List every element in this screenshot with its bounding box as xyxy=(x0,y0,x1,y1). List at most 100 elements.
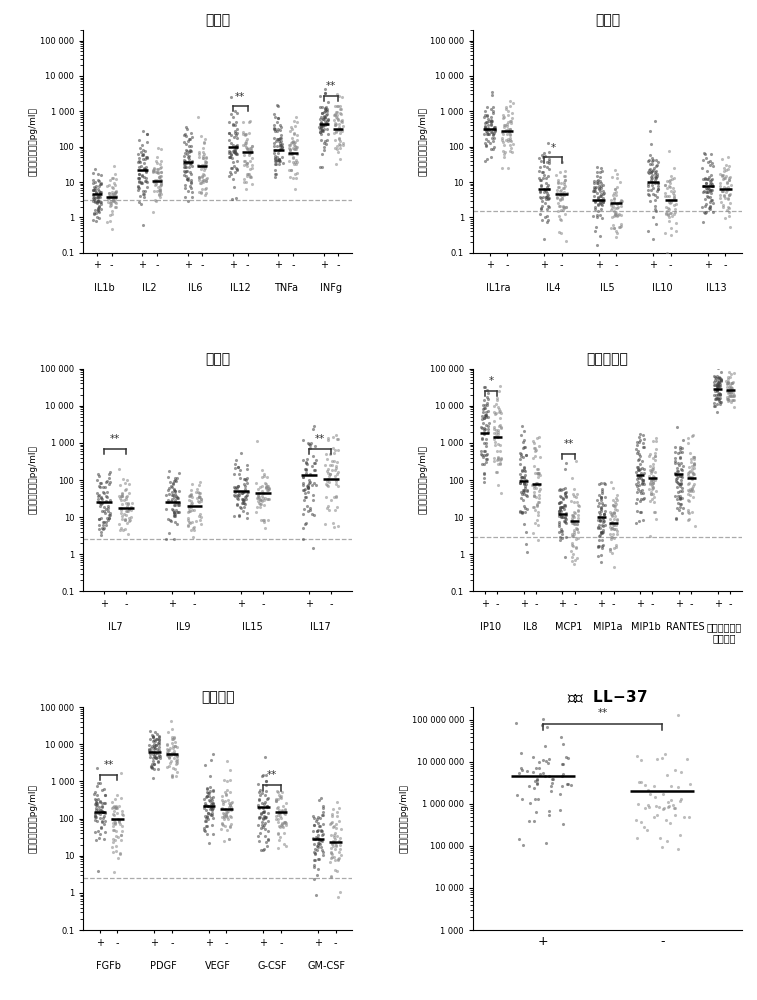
Point xyxy=(316,122,328,138)
Point xyxy=(557,481,569,497)
Text: IL12: IL12 xyxy=(230,283,251,293)
Point xyxy=(704,194,716,210)
Text: MIP1a: MIP1a xyxy=(593,622,622,632)
Point xyxy=(96,799,108,815)
Point xyxy=(98,831,111,847)
Point xyxy=(494,485,506,501)
Point xyxy=(185,493,197,509)
Point xyxy=(273,789,285,805)
Point xyxy=(531,475,544,491)
Point xyxy=(110,183,122,199)
Point xyxy=(229,145,241,161)
Point xyxy=(701,181,713,197)
Point xyxy=(269,142,281,158)
Point xyxy=(147,163,159,179)
Point xyxy=(588,201,600,217)
Point xyxy=(121,488,133,504)
Point xyxy=(595,201,607,217)
Point xyxy=(722,369,734,385)
Point xyxy=(531,497,544,513)
Point xyxy=(674,827,686,843)
Point xyxy=(273,153,285,169)
Point xyxy=(609,498,621,514)
Point xyxy=(491,464,503,480)
Point xyxy=(198,134,210,150)
Point xyxy=(650,511,662,527)
Point xyxy=(148,738,160,754)
Point xyxy=(253,784,265,800)
Point xyxy=(481,451,493,467)
Text: IL6: IL6 xyxy=(188,283,202,293)
Point xyxy=(533,163,545,179)
Point xyxy=(706,155,718,171)
Point xyxy=(139,170,151,186)
Point xyxy=(674,478,686,494)
Point xyxy=(685,483,697,499)
Point xyxy=(279,836,291,852)
Point xyxy=(108,864,120,880)
Point xyxy=(722,391,734,407)
Point xyxy=(144,723,156,739)
Point xyxy=(154,750,166,766)
Point xyxy=(160,736,173,752)
Point xyxy=(631,471,643,487)
Point xyxy=(94,775,106,791)
Point xyxy=(611,492,623,508)
Point xyxy=(261,791,273,807)
Point xyxy=(561,185,573,201)
Point xyxy=(608,504,620,520)
Point xyxy=(132,174,145,190)
Point xyxy=(569,481,581,497)
Point xyxy=(481,126,494,142)
Point xyxy=(285,134,298,150)
Point xyxy=(568,526,580,542)
Point xyxy=(669,800,681,816)
Point xyxy=(651,189,663,205)
Point xyxy=(535,153,547,169)
Point xyxy=(644,475,656,491)
Point xyxy=(530,475,542,491)
Point xyxy=(523,813,535,829)
Point xyxy=(149,733,161,749)
Point xyxy=(206,801,218,817)
Point xyxy=(97,484,109,500)
Point xyxy=(89,808,101,824)
Point xyxy=(101,517,113,533)
Point xyxy=(675,476,687,492)
Point xyxy=(702,181,715,197)
Point xyxy=(554,191,566,207)
Point xyxy=(631,434,643,450)
Point xyxy=(199,813,211,829)
Point xyxy=(141,126,153,142)
Point xyxy=(198,791,210,807)
Point xyxy=(478,443,491,459)
Point xyxy=(235,500,247,516)
Point xyxy=(481,107,494,123)
Point xyxy=(328,453,340,469)
Point xyxy=(96,795,108,811)
Point xyxy=(682,486,694,502)
Point xyxy=(221,809,233,825)
Point xyxy=(97,804,109,820)
Point xyxy=(257,485,269,501)
Point xyxy=(312,827,324,843)
Point xyxy=(320,473,332,489)
Point xyxy=(114,846,126,862)
Point xyxy=(110,189,122,205)
Point xyxy=(518,462,530,478)
Point xyxy=(321,463,333,479)
Point xyxy=(170,494,182,510)
Point xyxy=(245,113,257,129)
Point xyxy=(167,738,179,754)
Point xyxy=(671,484,684,500)
Point xyxy=(709,398,721,414)
Point xyxy=(269,121,281,137)
Point xyxy=(684,493,696,509)
Point xyxy=(193,170,205,186)
Point xyxy=(327,838,339,854)
Text: IL13: IL13 xyxy=(706,283,727,293)
Point xyxy=(689,518,701,534)
Point xyxy=(227,117,239,133)
Point xyxy=(185,155,197,171)
Point xyxy=(95,498,107,514)
